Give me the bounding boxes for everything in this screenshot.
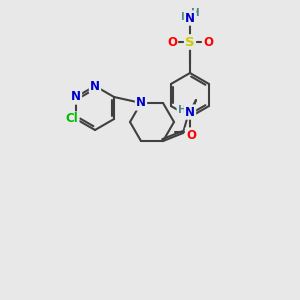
Text: N: N	[90, 80, 100, 92]
Text: N: N	[136, 96, 146, 110]
Text: H: H	[181, 12, 189, 22]
Text: N: N	[71, 91, 81, 103]
Text: S: S	[185, 35, 195, 49]
Text: O: O	[167, 35, 177, 49]
Text: N: N	[185, 106, 195, 118]
Text: N: N	[185, 11, 195, 25]
Text: O: O	[186, 129, 196, 142]
Text: Cl: Cl	[66, 112, 78, 125]
Text: O: O	[203, 35, 213, 49]
Text: H: H	[190, 8, 200, 18]
Text: H: H	[178, 105, 186, 115]
